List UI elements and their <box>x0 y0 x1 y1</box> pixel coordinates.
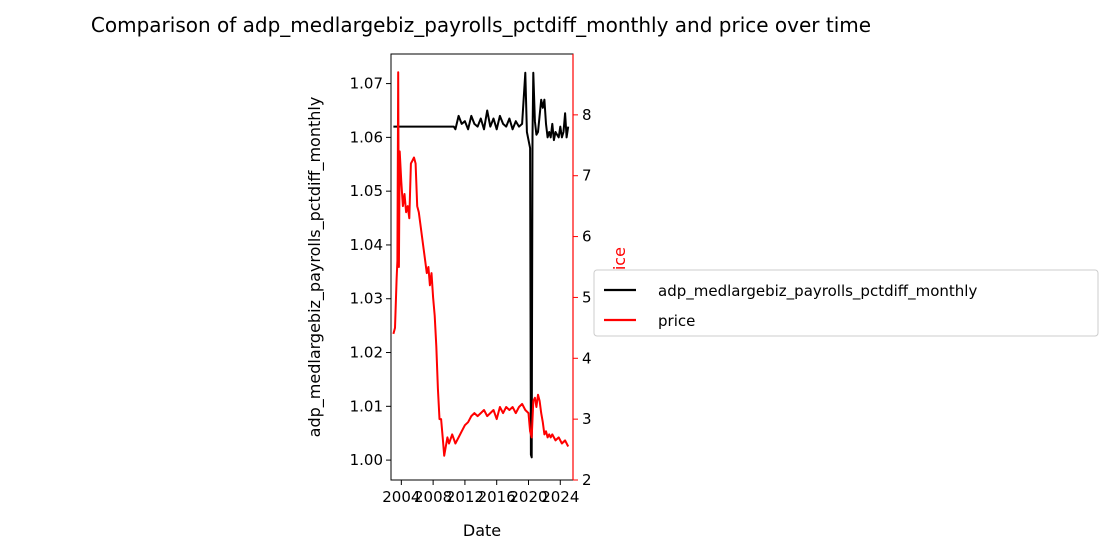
left-y-tick-label: 1.00 <box>350 451 383 469</box>
right-y-tick-label: 8 <box>582 106 592 124</box>
right-y-tick-label: 4 <box>582 349 592 367</box>
series-line-payrolls <box>393 71 570 459</box>
legend-label-payrolls: adp_medlargebiz_payrolls_pctdiff_monthly <box>658 282 977 301</box>
left-y-tick-label: 1.06 <box>350 128 383 146</box>
series-layer <box>392 71 570 459</box>
x-tick-label: 2020 <box>509 488 547 506</box>
left-y-tick-label: 1.05 <box>350 182 383 200</box>
left-y-axis-label: adp_medlargebiz_payrolls_pctdiff_monthly <box>305 97 325 438</box>
right-y-tick-label: 7 <box>582 167 592 185</box>
right-y-tick-label: 5 <box>582 288 592 306</box>
right-y-tick-label: 2 <box>582 471 592 489</box>
left-y-tick-label: 1.04 <box>350 236 383 254</box>
x-tick-label: 2004 <box>382 488 420 506</box>
x-tick-label: 2008 <box>414 488 452 506</box>
left-y-tick-label: 1.01 <box>350 397 383 415</box>
left-y-tick-label: 1.03 <box>350 290 383 308</box>
legend: adp_medlargebiz_payrolls_pctdiff_monthly… <box>593 269 1099 337</box>
x-tick-label: 2024 <box>541 488 579 506</box>
legend-label-price: price <box>658 312 695 330</box>
right-y-axis-ticks: 2 3 4 5 6 7 8 <box>573 106 592 489</box>
x-tick-label: 2012 <box>446 488 484 506</box>
chart-title: Comparison of adp_medlargebiz_payrolls_p… <box>91 13 871 37</box>
left-y-axis-ticks: 1.00 1.01 1.02 1.03 1.04 1.05 1.06 1.07 <box>350 75 391 469</box>
series-line-price <box>392 71 570 457</box>
x-axis-label: Date <box>463 521 501 540</box>
right-y-tick-label: 3 <box>582 410 592 428</box>
legend-box <box>593 269 1099 337</box>
x-tick-label: 2016 <box>478 488 516 506</box>
left-y-tick-label: 1.07 <box>350 75 383 93</box>
left-y-tick-label: 1.02 <box>350 344 383 362</box>
right-y-tick-label: 6 <box>582 228 592 246</box>
plot-area <box>390 53 574 481</box>
